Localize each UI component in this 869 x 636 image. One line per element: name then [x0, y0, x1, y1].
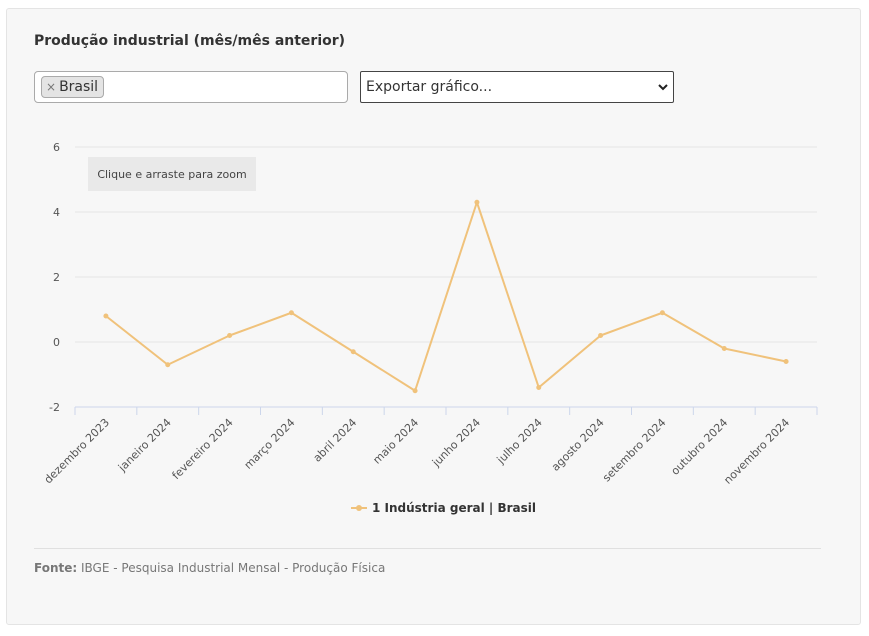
- series-selector[interactable]: × Brasil: [34, 71, 348, 103]
- footer-divider: [34, 548, 821, 549]
- x-tick-label: maio 2024: [370, 416, 421, 467]
- x-tick-label: abril 2024: [311, 416, 360, 465]
- x-tick-label: julho 2024: [494, 416, 545, 467]
- x-tick-label: outubro 2024: [669, 416, 731, 478]
- series-line[interactable]: [105, 201, 787, 392]
- source-label: Fonte:: [34, 561, 78, 575]
- data-point[interactable]: [598, 333, 604, 338]
- export-select-value: Exportar gráfico...: [366, 79, 493, 95]
- x-tick-label: agosto 2024: [549, 416, 607, 474]
- series-1[interactable]: [103, 199, 789, 394]
- chart-card: [6, 8, 861, 625]
- data-point[interactable]: [412, 388, 418, 394]
- x-tick-label: junho 2024: [429, 416, 483, 470]
- remove-tag-icon[interactable]: ×: [46, 80, 57, 94]
- zoom-hint-text: Clique e arraste para zoom: [97, 168, 246, 181]
- x-tick-label: setembro 2024: [600, 416, 668, 484]
- data-point[interactable]: [721, 346, 727, 351]
- data-point[interactable]: [659, 310, 665, 316]
- data-point[interactable]: [288, 310, 294, 316]
- source-text: IBGE - Pesquisa Industrial Mensal - Prod…: [81, 561, 386, 575]
- x-tick-label: dezembro 2023: [42, 416, 112, 486]
- y-tick-label: 4: [53, 206, 60, 219]
- x-tick-label: fevereiro 2024: [170, 416, 236, 482]
- legend[interactable]: 1 Indústria geral | Brasil: [351, 501, 536, 515]
- y-tick-label: 6: [53, 141, 60, 154]
- export-chart-select[interactable]: Exportar gráfico...: [360, 71, 674, 103]
- x-tick-label: janeiro 2024: [115, 416, 174, 475]
- line-chart[interactable]: 6 4 2 0 -2 Clique e arraste para zoom dezemb…: [0, 0, 869, 540]
- zoom-hint-box: [88, 157, 256, 191]
- tag-label: Brasil: [59, 79, 99, 95]
- data-point[interactable]: [474, 199, 480, 205]
- x-tick-label: março 2024: [242, 416, 298, 472]
- y-tick-label: -2: [49, 401, 60, 414]
- x-tick-label: novembro 2024: [721, 416, 792, 487]
- y-tick-label: 2: [53, 271, 60, 284]
- selected-tag-brasil: × Brasil: [41, 76, 105, 98]
- y-axis-ticks: 6 4 2 0 -2: [49, 141, 60, 414]
- data-point[interactable]: [165, 362, 171, 368]
- chart-title: Produção industrial (mês/mês anterior): [34, 33, 346, 49]
- data-point[interactable]: [783, 359, 789, 364]
- data-point[interactable]: [227, 333, 233, 338]
- chevron-down-icon: [658, 84, 668, 91]
- data-point[interactable]: [350, 349, 356, 355]
- source-note: Fonte: IBGE - Pesquisa Industrial Mensal…: [34, 561, 385, 575]
- data-point[interactable]: [103, 313, 109, 319]
- data-point[interactable]: [536, 385, 542, 390]
- y-tick-label: 0: [53, 336, 60, 349]
- legend-marker-swatch: [356, 505, 362, 511]
- legend-item-label[interactable]: 1 Indústria geral | Brasil: [372, 501, 536, 515]
